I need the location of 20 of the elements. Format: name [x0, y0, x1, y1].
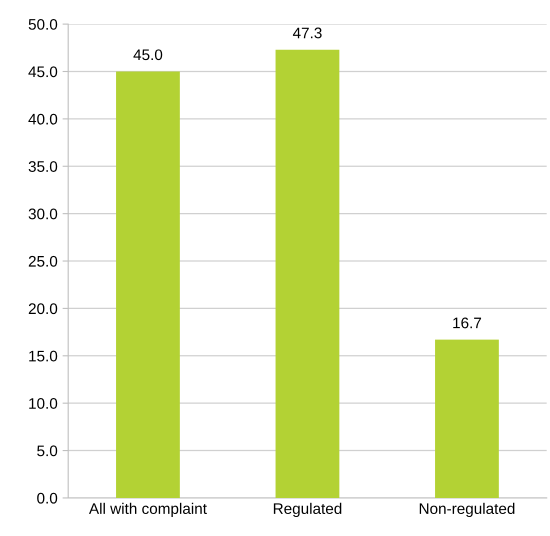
bar — [276, 50, 340, 498]
y-tick-label: 30.0 — [28, 208, 58, 220]
x-tick-label: Regulated — [274, 502, 342, 518]
y-tick-label: 45.0 — [28, 66, 58, 78]
y-tick-label: 15.0 — [29, 350, 58, 362]
y-tick-label: 20.0 — [28, 303, 58, 314]
y-tick-label: 50.0 — [28, 18, 58, 30]
x-tick-label: Non-regulated — [420, 502, 514, 518]
x-tick-label: All with complaint — [88, 502, 207, 518]
y-tick-label: 5.0 — [37, 445, 58, 456]
y-tick-label: 0.0 — [37, 492, 58, 504]
bar — [116, 72, 180, 498]
y-tick-label: 10.0 — [29, 398, 58, 409]
data-label: 47.3 — [292, 28, 322, 38]
data-label: 16.7 — [453, 318, 482, 328]
y-tick-label: 25.0 — [28, 256, 58, 267]
data-label: 45.0 — [133, 49, 162, 60]
y-tick-label: 40.0 — [28, 114, 58, 125]
y-tick-label: 35.0 — [28, 161, 58, 172]
bar — [435, 340, 499, 498]
